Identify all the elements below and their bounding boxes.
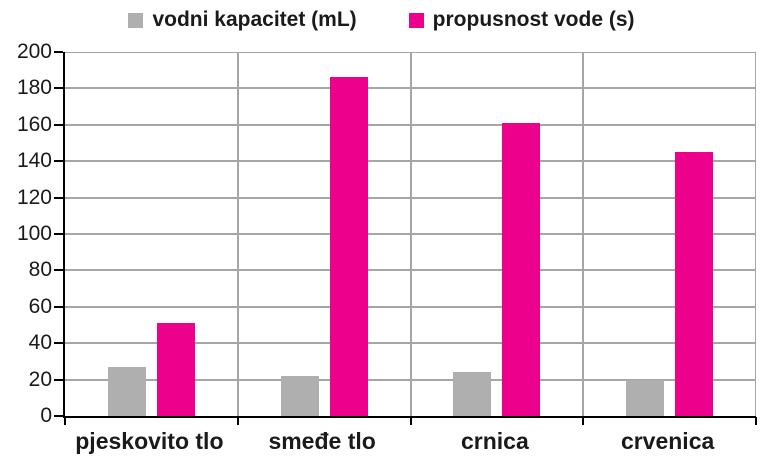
gridline-vertical xyxy=(409,52,412,416)
x-axis-tick xyxy=(64,417,66,425)
y-axis-labels: 0 20 40 60 80 100 120 140 160 180 200 xyxy=(0,41,52,427)
bar-group-pjeskovito-tlo xyxy=(65,52,238,416)
y-axis-tick xyxy=(54,87,63,90)
y-axis-tick-label: 80 xyxy=(28,258,52,282)
legend-item-propusnost-vode: propusnost vode (s) xyxy=(408,8,635,32)
legend-label-propusnost-vode: propusnost vode (s) xyxy=(432,8,635,31)
bar-group-crvenica xyxy=(583,52,756,416)
y-axis-tick xyxy=(54,342,63,345)
y-axis-tick-label: 40 xyxy=(28,331,52,355)
y-axis-tick xyxy=(54,160,63,163)
bar-vodni-kapacitet-ml-crnica xyxy=(453,372,492,416)
y-axis-tick-label: 0 xyxy=(40,404,52,427)
bar-group-crnica xyxy=(411,52,584,416)
y-axis-tick xyxy=(54,305,63,308)
y-axis-tick-label: 200 xyxy=(16,40,52,63)
bar-vodni-kapacitet-ml-pjeskovito-tlo xyxy=(107,366,146,416)
chart-legend: vodni kapacitet (mL) propusnost vode (s) xyxy=(0,4,763,36)
y-axis-tick-label: 120 xyxy=(16,185,52,209)
x-axis-label-crnica: crnica xyxy=(460,428,529,454)
x-axis-tick xyxy=(236,417,239,425)
legend-label-vodni-kapacitet: vodni kapacitet (mL) xyxy=(152,8,357,31)
y-axis-tick xyxy=(54,123,63,126)
gridline-vertical xyxy=(582,52,585,416)
y-axis-tick-label: 100 xyxy=(16,222,52,245)
bar-propusnost-vode-s-pjeskovito-tlo xyxy=(156,323,195,416)
gridline-vertical xyxy=(236,52,239,416)
legend-item-vodni-kapacitet: vodni kapacitet (mL) xyxy=(128,8,357,32)
y-axis-tick-label: 140 xyxy=(16,149,52,173)
gridline-vertical xyxy=(755,52,756,416)
y-axis-tick xyxy=(54,269,63,272)
bars-layer xyxy=(65,52,756,416)
y-axis-tick-label: 160 xyxy=(16,112,52,136)
plot-area xyxy=(54,51,757,425)
y-axis-tick xyxy=(54,415,63,417)
bar-propusnost-vode-s-sme-e-tlo xyxy=(329,77,368,416)
y-axis-tick xyxy=(54,233,63,235)
x-axis-label-crvenica: crvenica xyxy=(620,428,715,454)
x-axis-labels: pjeskovito tlo smeđe tlo crnica crvenica xyxy=(63,428,754,455)
bar-propusnost-vode-s-crnica xyxy=(502,122,541,416)
x-axis-label-pjeskovito-tlo: pjeskovito tlo xyxy=(75,428,224,454)
y-axis-tick xyxy=(54,51,63,53)
grid-layer xyxy=(65,52,756,416)
legend-swatch-magenta-icon xyxy=(408,12,424,28)
x-axis-tick xyxy=(755,417,757,425)
y-axis-tick xyxy=(54,378,63,381)
y-axis-tick-label: 20 xyxy=(28,367,52,391)
bar-group-sme-e-tlo xyxy=(238,52,411,416)
legend-swatch-gray-icon xyxy=(128,12,144,28)
bar-vodni-kapacitet-ml-sme-e-tlo xyxy=(280,375,319,416)
y-axis-tick-label: 60 xyxy=(28,294,52,318)
y-axis-tick-label: 180 xyxy=(16,76,52,100)
bar-vodni-kapacitet-ml-crvenica xyxy=(626,379,665,416)
x-axis-tick xyxy=(409,417,412,425)
y-axis-tick xyxy=(54,196,63,199)
x-axis-label-sme-e-tlo: smeđe tlo xyxy=(268,428,376,454)
x-axis-tick xyxy=(582,417,585,425)
bar-propusnost-vode-s-crvenica xyxy=(675,152,714,416)
